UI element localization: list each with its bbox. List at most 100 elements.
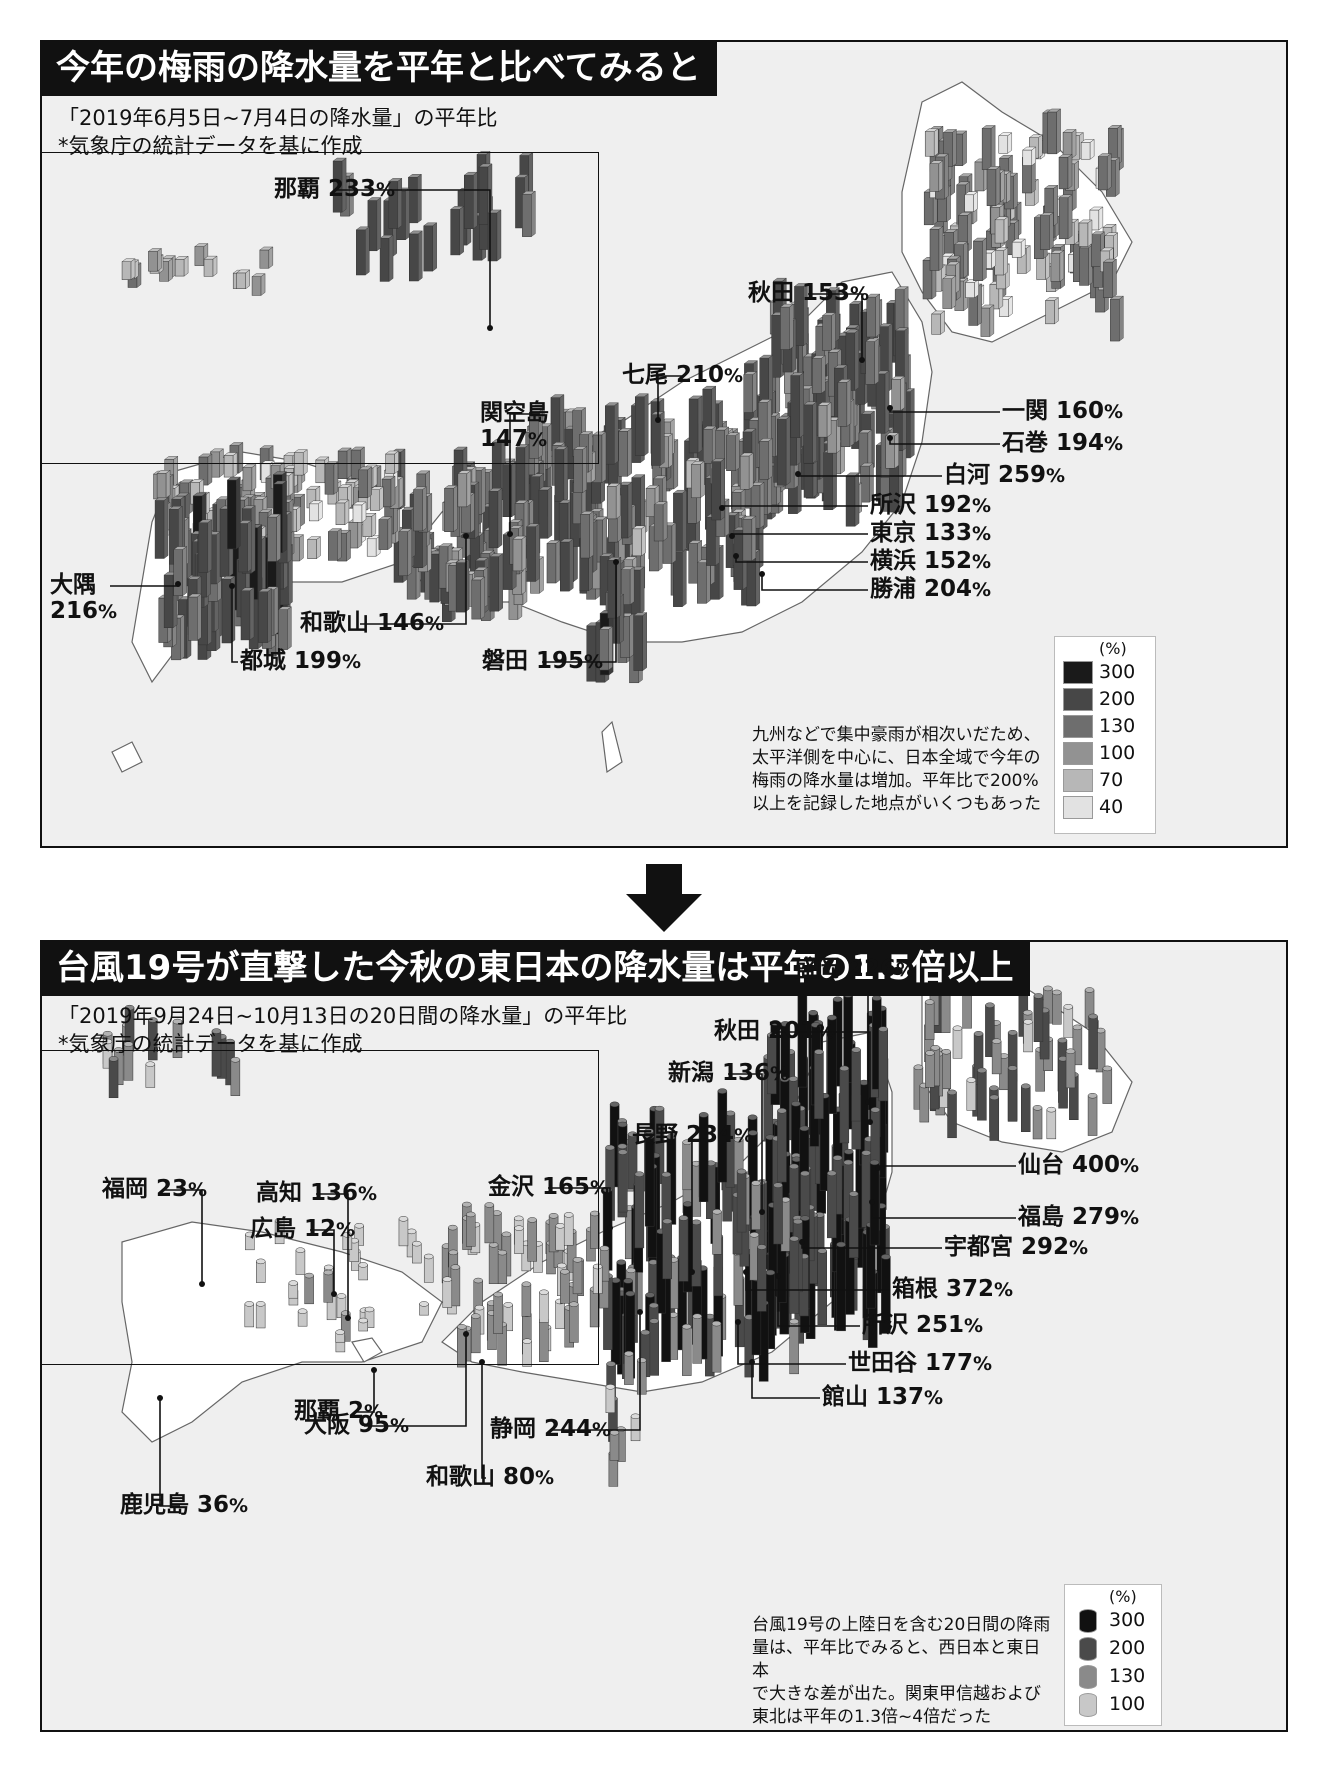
station-value: 153: [802, 280, 851, 306]
station-label: 宇都宮 292%: [944, 1234, 1088, 1261]
legend-level: 70: [1099, 769, 1124, 791]
station-label: 磐田 195%: [482, 648, 603, 675]
station-name: 石巻: [1002, 430, 1048, 456]
okinawa-inset: [42, 1050, 599, 1365]
station-name: 世田谷: [848, 1350, 917, 1376]
station-marker: [199, 1281, 205, 1287]
rainfall-map-rainy-season: [110, 81, 1133, 774]
percent-unit: %: [364, 1401, 384, 1423]
station-marker: [735, 1319, 741, 1325]
station-value: 210: [676, 362, 725, 388]
station-value: 226: [848, 956, 897, 982]
station-label: 大阪 95%: [304, 1412, 409, 1439]
station-value: 400: [1072, 1152, 1121, 1178]
percent-unit: %: [973, 1353, 993, 1375]
leader-lines: [157, 969, 1016, 1507]
station-value: 177: [925, 1350, 974, 1376]
station-value: 36: [197, 1492, 230, 1518]
percent-unit: %: [1046, 465, 1066, 487]
legend-level: 300: [1109, 1609, 1146, 1631]
station-value: 195: [536, 648, 585, 674]
station-name: 那覇: [274, 176, 320, 202]
legend-level: 100: [1099, 742, 1136, 764]
color-legend: (%) 300 200 130 100 70 40: [1054, 636, 1156, 834]
percent-unit: %: [724, 365, 744, 387]
percent-unit: %: [528, 429, 548, 451]
rain-bars: [102, 978, 1113, 1487]
station-label: 大隅 216%: [50, 572, 117, 625]
leader-line: [777, 1276, 860, 1327]
percent-unit: %: [590, 1177, 610, 1199]
station-marker: [607, 1225, 613, 1231]
station-name: 宇都宮: [944, 1234, 1013, 1260]
station-marker: [371, 1367, 377, 1373]
legend-swatch: [1063, 769, 1093, 792]
station-value: 234: [686, 1122, 735, 1148]
leader-line: [542, 562, 617, 663]
leader-line: [334, 189, 491, 328]
station-label: 鹿児島 36%: [120, 1492, 248, 1519]
percent-unit: %: [98, 601, 118, 623]
legend-swatch: [1079, 1665, 1097, 1689]
percent-unit: %: [336, 1219, 356, 1241]
percent-unit: %: [770, 1063, 790, 1085]
station-value: 216: [50, 598, 99, 624]
station-marker: [637, 1309, 643, 1315]
station-label: 那覇 233%: [274, 176, 395, 203]
percent-unit: %: [188, 1179, 208, 1201]
station-value: 2: [348, 1398, 365, 1424]
percent-unit: %: [734, 1125, 754, 1147]
station-marker: [487, 325, 493, 331]
station-name: 和歌山: [300, 610, 369, 636]
station-label: 世田谷 177%: [848, 1350, 992, 1377]
station-name: 高知: [256, 1180, 302, 1206]
station-name: 一関: [1002, 398, 1048, 424]
station-marker: [743, 1269, 749, 1275]
station-name: 関空島: [480, 400, 549, 426]
station-value: 204: [924, 576, 973, 602]
legend-level: 300: [1099, 661, 1136, 683]
percent-unit: %: [1104, 401, 1124, 423]
legend-level: 130: [1099, 715, 1136, 737]
panel-source: *気象庁の統計データを基に作成: [58, 134, 363, 158]
station-name: 勝浦: [870, 576, 916, 602]
station-label: 高知 136%: [256, 1180, 377, 1207]
station-label: 那覇 2%: [294, 1398, 383, 1425]
station-name: 白河: [944, 462, 990, 488]
station-marker: [331, 1291, 337, 1297]
percent-unit: %: [1120, 1207, 1140, 1229]
legend-level: 130: [1109, 1665, 1146, 1687]
station-marker: [875, 1165, 881, 1171]
station-label: 静岡 244%: [490, 1416, 611, 1443]
station-value: 194: [1056, 430, 1105, 456]
station-value: 12: [304, 1216, 337, 1242]
station-name: 東京: [870, 520, 916, 546]
panel-note: 台風19号の上陸日を含む20日間の降雨 量は、平年比でみると、西日本と東日本 で…: [748, 1612, 1056, 1730]
station-value: 133: [924, 520, 973, 546]
percent-unit: %: [816, 1021, 836, 1043]
leader-line: [761, 574, 868, 591]
leader-line: [877, 1165, 1016, 1168]
station-label: 白河 259%: [944, 462, 1065, 489]
station-label: 仙台 400%: [1018, 1152, 1139, 1179]
station-name: 秋田: [714, 1018, 760, 1044]
legend-unit: (%): [1109, 1587, 1137, 1606]
station-label: 館山 137%: [822, 1384, 943, 1411]
station-label: 金沢 165%: [488, 1174, 609, 1201]
leader-line: [354, 1370, 375, 1413]
station-value: 233: [328, 176, 377, 202]
percent-unit: %: [535, 1467, 555, 1489]
percent-unit: %: [924, 1387, 944, 1409]
station-label: 所沢 192%: [870, 492, 991, 519]
station-value: 136: [722, 1060, 771, 1086]
panel-title: 今年の梅雨の降水量を平年と比べてみると: [42, 42, 717, 96]
station-value: 152: [924, 548, 973, 574]
rain-bars: [121, 108, 1125, 684]
station-value: 201: [768, 1018, 817, 1044]
station-name: 福岡: [102, 1176, 148, 1202]
percent-unit: %: [972, 579, 992, 601]
station-marker: [729, 533, 735, 539]
station-marker: [479, 1359, 485, 1365]
leader-line: [548, 1187, 611, 1228]
legend-level: 200: [1099, 688, 1136, 710]
